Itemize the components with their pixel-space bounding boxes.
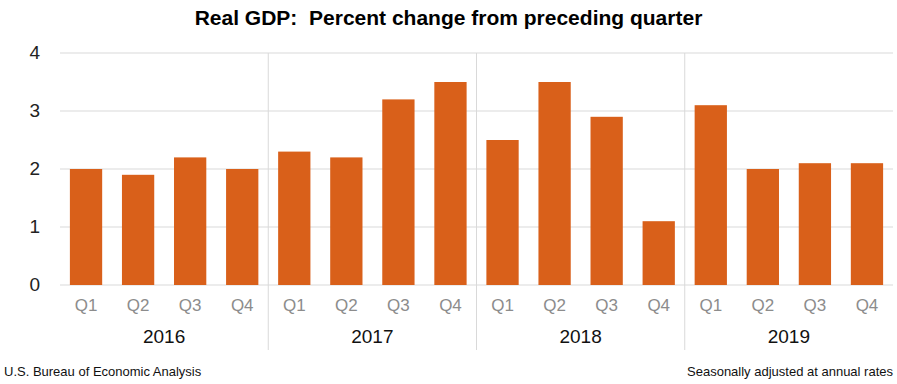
chart: 0 1 2 3 4 2016 2017 2018 2019 Q1 Q2 Q3 Q4 Q1 Q2 Q3 Q4 Q1 Q… [0, 0, 897, 384]
x-tick-label: Q4 [231, 296, 254, 315]
group-label: 2016 [143, 326, 185, 347]
group-label: 2019 [768, 326, 810, 347]
bar [799, 163, 831, 285]
bar [70, 169, 102, 285]
x-tick-label: Q4 [647, 296, 670, 315]
group-separator [684, 53, 685, 350]
bar [434, 82, 466, 285]
x-tick-label: Q4 [856, 296, 879, 315]
bars [70, 82, 883, 285]
x-tick-label: Q1 [283, 296, 306, 315]
y-tick-label: 0 [29, 274, 40, 295]
x-tick-label: Q3 [804, 296, 827, 315]
group-label: 2017 [351, 326, 393, 347]
y-tick-label: 3 [29, 100, 40, 121]
x-tick-label: Q3 [179, 296, 202, 315]
y-tick-label: 1 [29, 216, 40, 237]
x-tick-label: Q1 [699, 296, 722, 315]
bar [486, 140, 518, 285]
x-tick-label: Q2 [127, 296, 150, 315]
bar [851, 163, 883, 285]
x-tick-label: Q3 [595, 296, 618, 315]
x-tick-label: Q2 [752, 296, 775, 315]
bar [695, 105, 727, 285]
group-separator [476, 53, 477, 350]
bar [122, 175, 154, 285]
bar [382, 99, 414, 285]
y-tick-label: 2 [29, 158, 40, 179]
bar [538, 82, 570, 285]
x-tick-label: Q4 [439, 296, 462, 315]
source: U.S. Bureau of Economic Analysis [4, 364, 202, 379]
x-tick-label: Q1 [491, 296, 514, 315]
bar [226, 169, 258, 285]
group-separator [268, 53, 269, 350]
x-tick-label: Q2 [335, 296, 358, 315]
title: Real GDP: Percent change from preceding … [195, 6, 703, 29]
bar [643, 221, 675, 285]
y-tick-label: 4 [29, 42, 40, 63]
x-tick-label: Q3 [387, 296, 410, 315]
x-tick-label: Q2 [543, 296, 566, 315]
bar [278, 152, 310, 285]
bar [591, 117, 623, 285]
bar [747, 169, 779, 285]
bar [330, 157, 362, 285]
group-label: 2018 [559, 326, 601, 347]
bar [174, 157, 206, 285]
x-tick-label: Q1 [75, 296, 98, 315]
note: Seasonally adjusted at annual rates [687, 364, 893, 379]
